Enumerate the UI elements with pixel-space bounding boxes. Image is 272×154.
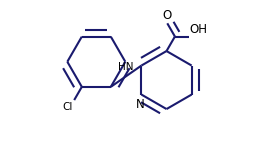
Text: HN: HN bbox=[118, 62, 134, 72]
Text: OH: OH bbox=[189, 23, 208, 36]
Text: O: O bbox=[163, 9, 172, 22]
Text: Cl: Cl bbox=[62, 102, 73, 112]
Text: N: N bbox=[135, 98, 144, 111]
